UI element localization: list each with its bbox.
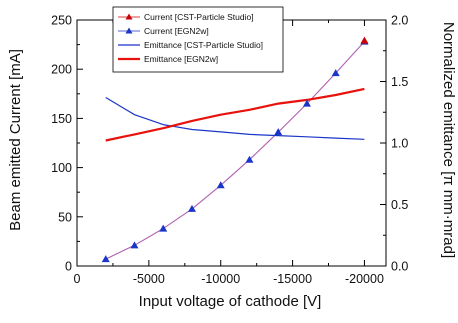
legend-entry-emittance-cst: Emittance [CST-Particle Studio] [118, 40, 263, 50]
legend-label-emittance-cst: Emittance [CST-Particle Studio] [144, 40, 263, 50]
x-tick-label: -15000 [273, 272, 312, 286]
current-fit-curve [105, 41, 365, 260]
legend-label-current-egn: Current [EGN2w] [144, 26, 209, 36]
emittance-egn-line [105, 87, 365, 142]
emittance-cst-line [105, 96, 365, 140]
legend-marker-current-cst [125, 13, 133, 20]
legend-box [112, 6, 284, 73]
legend-label-current-cst: Current [CST-Particle Studio] [144, 12, 254, 22]
x-tick-label: 0 [74, 272, 81, 286]
y-axis-title: Beam emitted Current [mA] [7, 49, 24, 231]
current-egn-point [159, 224, 168, 232]
current-egn-point [187, 204, 196, 212]
y-tick-label: 150 [51, 112, 72, 126]
x-tick-label: -5000 [133, 272, 165, 286]
x-tick-label: -20000 [345, 272, 384, 286]
current-egn-point [101, 255, 110, 263]
current-egn-point [245, 155, 254, 163]
legend-marker-current-egn [125, 27, 133, 34]
x-tick-label: -10000 [201, 272, 240, 286]
y2-tick-label: 1.5 [391, 75, 408, 89]
current-egn-point [130, 241, 139, 249]
current-egn-point [331, 69, 340, 77]
x-axis-title: Input voltage of cathode [V] [139, 293, 322, 310]
y-tick-label: 250 [51, 14, 72, 28]
y-tick-label: 50 [58, 210, 72, 224]
tick-labels: 0 -5000 -10000 -15000 -20000 0 50 100 150 200 250 0… [51, 14, 408, 287]
y2-tick-label: 2.0 [391, 14, 408, 28]
y2-tick-label: 1.0 [391, 137, 408, 151]
plot-layer [101, 36, 369, 263]
y-tick-label: 100 [51, 161, 72, 175]
legend-entry-current-cst: Current [CST-Particle Studio] [118, 12, 254, 22]
y2-tick-label: 0.0 [391, 260, 408, 274]
current-egn-point [302, 99, 311, 107]
y2-tick-label: 0.5 [391, 198, 408, 212]
y2-axis-title: Normalized emittance [π mm·mrad] [440, 22, 457, 258]
y-tick-label: 200 [51, 63, 72, 77]
legend-label-emittance-egn: Emittance [EGN2w] [144, 54, 218, 64]
current-egn-point [274, 128, 283, 136]
current-egn-point [216, 181, 225, 189]
current-cst-point [360, 36, 369, 44]
legend-entry-current-egn: Current [EGN2w] [118, 26, 209, 36]
legend: Current [CST-Particle Studio] Current [E… [112, 6, 284, 73]
y-tick-label: 0 [65, 260, 72, 274]
legend-entry-emittance-egn: Emittance [EGN2w] [118, 54, 218, 64]
